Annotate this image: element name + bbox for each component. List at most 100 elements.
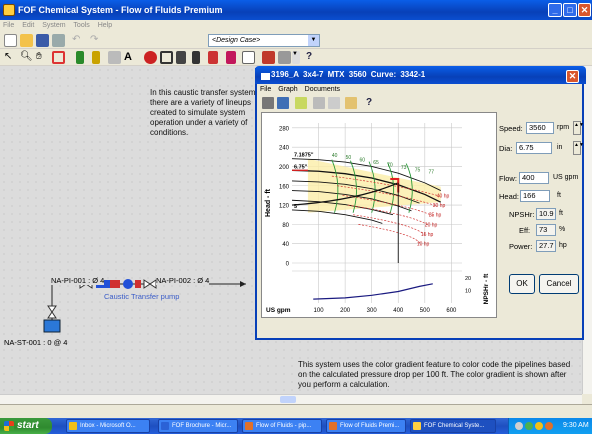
head-curve — [291, 199, 394, 216]
horizontal-scrollbar[interactable] — [0, 394, 582, 404]
flow-input[interactable]: 400 — [519, 172, 549, 184]
new-file-icon[interactable] — [4, 34, 17, 47]
dialog-title-bar: 3196_A 3x4-7 MTX 3560 Curve: 3342-1 — [255, 66, 586, 84]
cd-icon[interactable] — [313, 97, 325, 109]
head-unit: ft — [557, 192, 561, 199]
y2-tick-label: 20 — [465, 276, 471, 282]
task-flow-fluids-1[interactable]: Flow of Fluids - pip... — [242, 419, 322, 433]
menu-system[interactable]: System — [42, 22, 66, 29]
open-folder-icon[interactable] — [20, 34, 33, 47]
report-icon[interactable] — [278, 51, 291, 64]
efficiency-label: 75 — [415, 167, 421, 173]
head-curve — [291, 180, 420, 204]
undo-icon[interactable]: ↶ — [72, 34, 81, 45]
tray-icon[interactable] — [535, 422, 543, 430]
print-icon[interactable] — [52, 34, 65, 47]
grid-icon[interactable] — [52, 51, 65, 64]
head-input[interactable]: 166 — [520, 190, 550, 202]
redo-icon[interactable]: ↷ — [90, 34, 99, 45]
tray-icon[interactable] — [525, 422, 533, 430]
control-valve-icon[interactable] — [208, 51, 218, 64]
power-label: 15 hp — [421, 232, 434, 238]
save-icon[interactable] — [277, 97, 289, 109]
chart-icon[interactable] — [295, 97, 307, 109]
menu-tools[interactable]: Tools — [73, 22, 90, 29]
valve-tool-icon[interactable] — [160, 51, 173, 64]
pump-tool-icon[interactable] — [144, 51, 157, 64]
dia-spinner[interactable]: ▲▼ — [573, 141, 584, 155]
text-tool-icon[interactable]: A — [124, 51, 132, 63]
instrument-tool-icon[interactable] — [192, 51, 200, 64]
design-case-select[interactable]: <Design Case> ▼ — [208, 34, 320, 47]
dia-label: Dia: — [499, 144, 513, 153]
help-icon[interactable]: ? — [365, 97, 373, 108]
efficiency-curve — [350, 160, 357, 213]
pipe2-label[interactable]: NA-PI-002 : Ø 4 — [156, 276, 210, 285]
eff-value: 73 — [536, 224, 556, 236]
system-tray: 9:30 AM — [508, 418, 592, 434]
maximize-button[interactable]: □ — [563, 3, 577, 17]
pipe-pencil-icon[interactable] — [76, 51, 84, 64]
pump-label[interactable]: Caustic Transfer pump — [104, 292, 180, 301]
y-tick-label: 200 — [279, 165, 290, 171]
speed-spinner[interactable]: ▲▼ — [573, 121, 584, 135]
checklist-icon[interactable] — [242, 51, 255, 64]
pointer-icon[interactable]: ↖ — [4, 51, 13, 62]
curve-label: 6.75" — [294, 164, 308, 170]
x-tick-label: 300 — [367, 308, 378, 314]
save-icon[interactable] — [36, 34, 49, 47]
calculate-icon[interactable] — [262, 51, 275, 64]
ok-button[interactable]: OK — [509, 274, 535, 294]
menu-file[interactable]: File — [3, 22, 15, 29]
pipe1-label[interactable]: NA-PI-001 : Ø 4 — [51, 276, 105, 285]
tray-icon[interactable] — [545, 422, 553, 430]
pan-hand-icon[interactable]: ✋︎ — [36, 51, 42, 62]
power-label: 20 hp — [425, 222, 438, 228]
dialog-menu-documents[interactable]: Documents — [304, 86, 341, 93]
tank-symbol — [43, 305, 61, 333]
clock[interactable]: 9:30 AM — [563, 422, 589, 429]
head-curve — [291, 158, 441, 191]
minimize-button[interactable]: _ — [548, 3, 562, 17]
node-tool-icon[interactable] — [226, 51, 236, 64]
efficiency-label: 65 — [373, 160, 379, 166]
power-label: 25 hp — [429, 213, 442, 219]
fitting-tool-icon[interactable] — [176, 51, 186, 64]
dialog-menu-graph[interactable]: Graph — [278, 86, 298, 93]
cancel-button[interactable]: Cancel — [539, 274, 579, 294]
x-axis-label: US gpm — [266, 307, 291, 314]
close-button[interactable]: ✕ — [578, 3, 591, 17]
menu-help[interactable]: Help — [97, 22, 113, 29]
task-brochure[interactable]: FOF Brochure - Micr... — [158, 419, 238, 433]
zoom-icon[interactable]: 🔍︎ — [20, 51, 33, 62]
pencil-icon[interactable] — [92, 51, 100, 64]
copy-icon[interactable] — [108, 51, 121, 64]
print-icon[interactable] — [262, 97, 274, 109]
x-tick-label: 100 — [314, 308, 325, 314]
help-icon[interactable]: ? — [306, 51, 313, 62]
task-fof-chemical[interactable]: FOF Chemical Syste... — [410, 419, 496, 433]
document-icon[interactable] — [328, 97, 340, 109]
dia-input[interactable]: 6.75 — [516, 142, 552, 154]
chevron-down-icon[interactable]: ▼ — [308, 35, 319, 46]
horizontal-scroll-thumb[interactable] — [280, 396, 296, 403]
dialog-close-button[interactable]: ✕ — [566, 70, 579, 83]
task-inbox[interactable]: Inbox - Microsoft O... — [66, 419, 150, 433]
speed-label: Speed: — [499, 124, 523, 133]
speed-input[interactable]: 3560 — [526, 122, 554, 134]
speed-unit: rpm — [557, 124, 570, 131]
tray-icon[interactable] — [515, 422, 523, 430]
power-curve — [358, 224, 422, 245]
task-flow-fluids-2[interactable]: Flow of Fluids Premi... — [326, 419, 406, 433]
tank-label[interactable]: NA-ST-001 : 0 @ 4 — [4, 338, 68, 347]
power-curve — [331, 175, 441, 197]
folder-icon[interactable] — [345, 97, 357, 109]
menu-bar: File Edit System Tools Help — [0, 20, 592, 32]
design-case-value: <Design Case> — [212, 37, 261, 44]
report-dropdown-icon[interactable]: ▼ — [292, 51, 300, 64]
windows-logo-icon — [4, 421, 14, 431]
dialog-menu-file[interactable]: File — [260, 86, 272, 93]
toolbar-standard: ↶ ↷ <Design Case> ▼ — [0, 32, 592, 49]
efficiency-label: 50 — [346, 155, 352, 161]
menu-edit[interactable]: Edit — [22, 22, 35, 29]
